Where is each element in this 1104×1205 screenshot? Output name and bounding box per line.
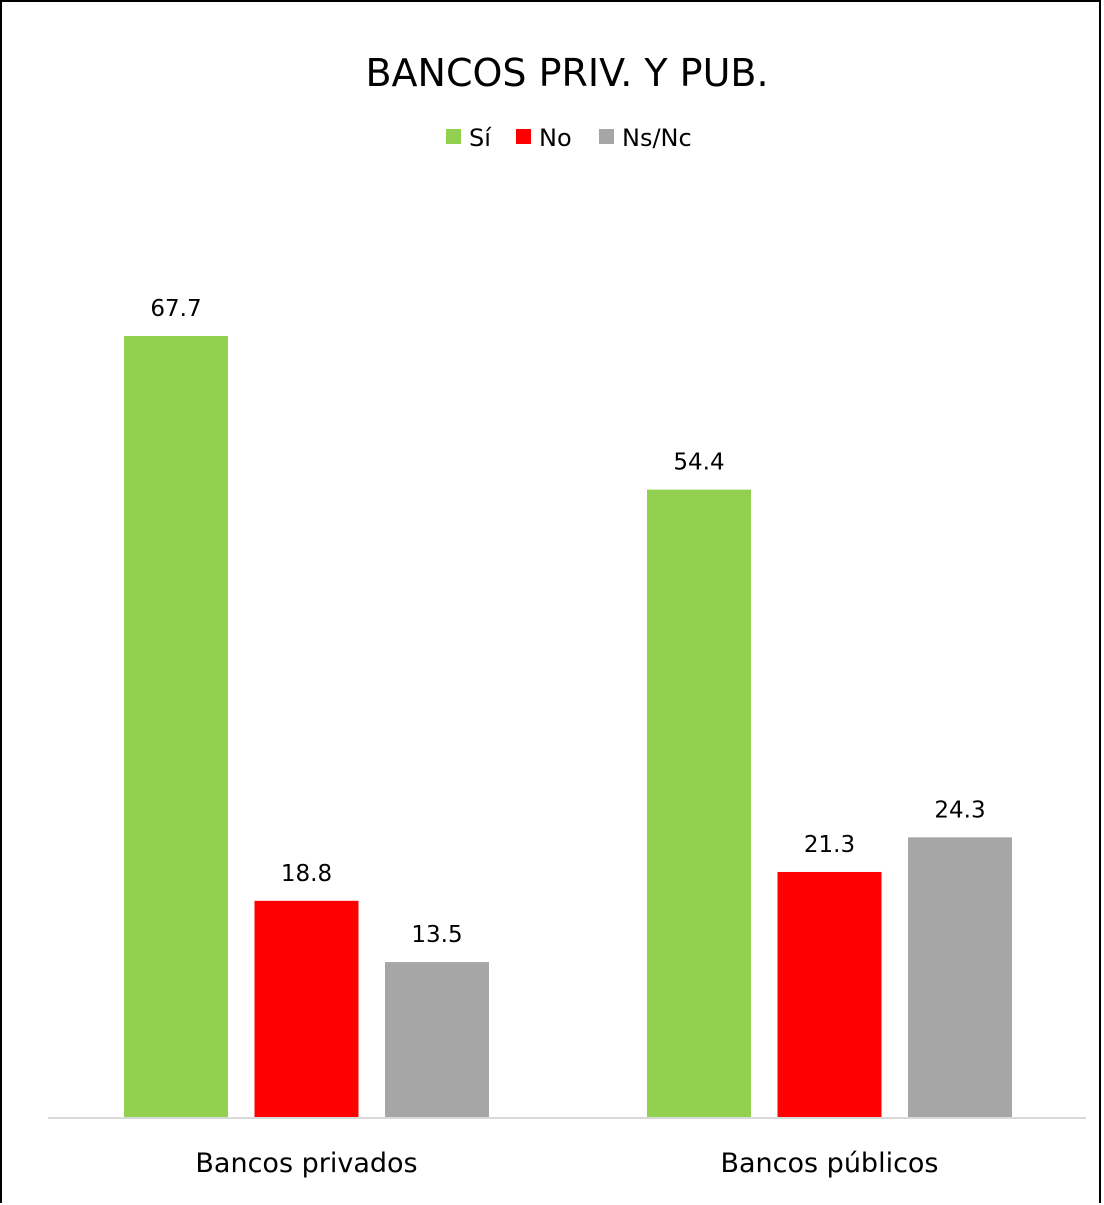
value-labels: 67.7 18.8 13.5 54.4 21.3 24.3 — [150, 296, 985, 948]
legend-label-si: Sí — [469, 124, 492, 152]
category-label-bancos-publicos: Bancos públicos — [720, 1148, 938, 1179]
bar-bancos-publicos-si — [647, 489, 751, 1118]
value-label-bancos-publicos-no: 21.3 — [804, 832, 855, 858]
value-label-bancos-privados-si: 67.7 — [150, 296, 201, 322]
bar-bancos-privados-no — [254, 900, 359, 1118]
value-label-bancos-publicos-ns-nc: 24.3 — [934, 797, 985, 823]
value-label-bancos-privados-no: 18.8 — [281, 861, 332, 887]
chart-title: BANCOS PRIV. Y PUB. — [365, 51, 768, 95]
bar-bancos-privados-si — [124, 336, 228, 1118]
legend-swatch-ns-nc — [599, 129, 614, 144]
legend-label-ns-nc: Ns/Nc — [622, 124, 692, 152]
bars — [124, 336, 1012, 1118]
legend-swatch-si — [446, 129, 461, 144]
category-label-bancos-privados: Bancos privados — [195, 1148, 417, 1179]
legend: Sí No Ns/Nc — [446, 124, 692, 152]
bar-bancos-privados-ns-nc — [385, 962, 489, 1118]
value-label-bancos-publicos-si: 54.4 — [673, 450, 724, 476]
legend-label-no: No — [539, 124, 572, 152]
legend-swatch-no — [516, 129, 531, 144]
bar-bancos-publicos-ns-nc — [908, 837, 1012, 1118]
value-label-bancos-privados-ns-nc: 13.5 — [411, 922, 462, 948]
bar-bancos-publicos-no — [777, 871, 882, 1118]
category-labels: Bancos privados Bancos públicos — [195, 1148, 938, 1179]
